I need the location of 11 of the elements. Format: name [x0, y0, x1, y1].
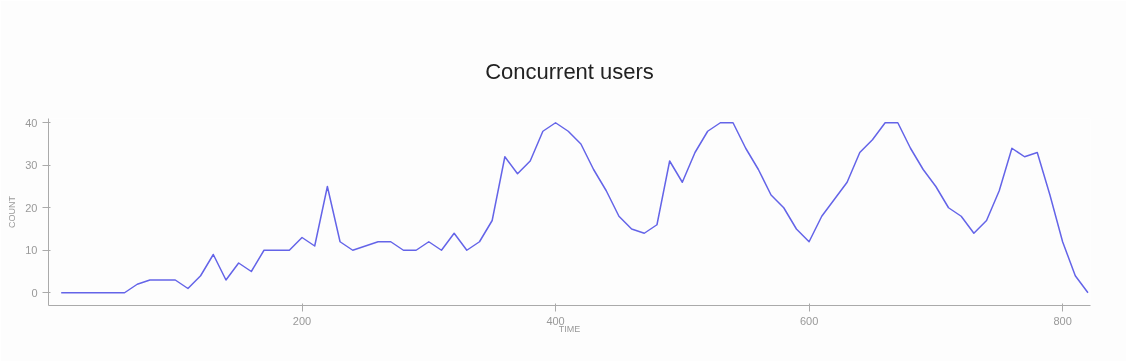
x-tick-label: 800: [1053, 314, 1072, 327]
y-tick-label: 30: [25, 159, 38, 172]
line-series: [60, 122, 1089, 294]
y-tick-label: 0: [31, 286, 38, 299]
y-tick-label: 40: [25, 116, 38, 129]
y-axis-title: COUNT: [7, 195, 18, 228]
x-tick-label: 600: [799, 314, 819, 327]
x-tick-label: 200: [292, 314, 312, 327]
y-tick-label: 10: [25, 244, 38, 257]
y-tick-label: 20: [25, 201, 38, 214]
chart-title: Concurrent users: [485, 58, 654, 84]
